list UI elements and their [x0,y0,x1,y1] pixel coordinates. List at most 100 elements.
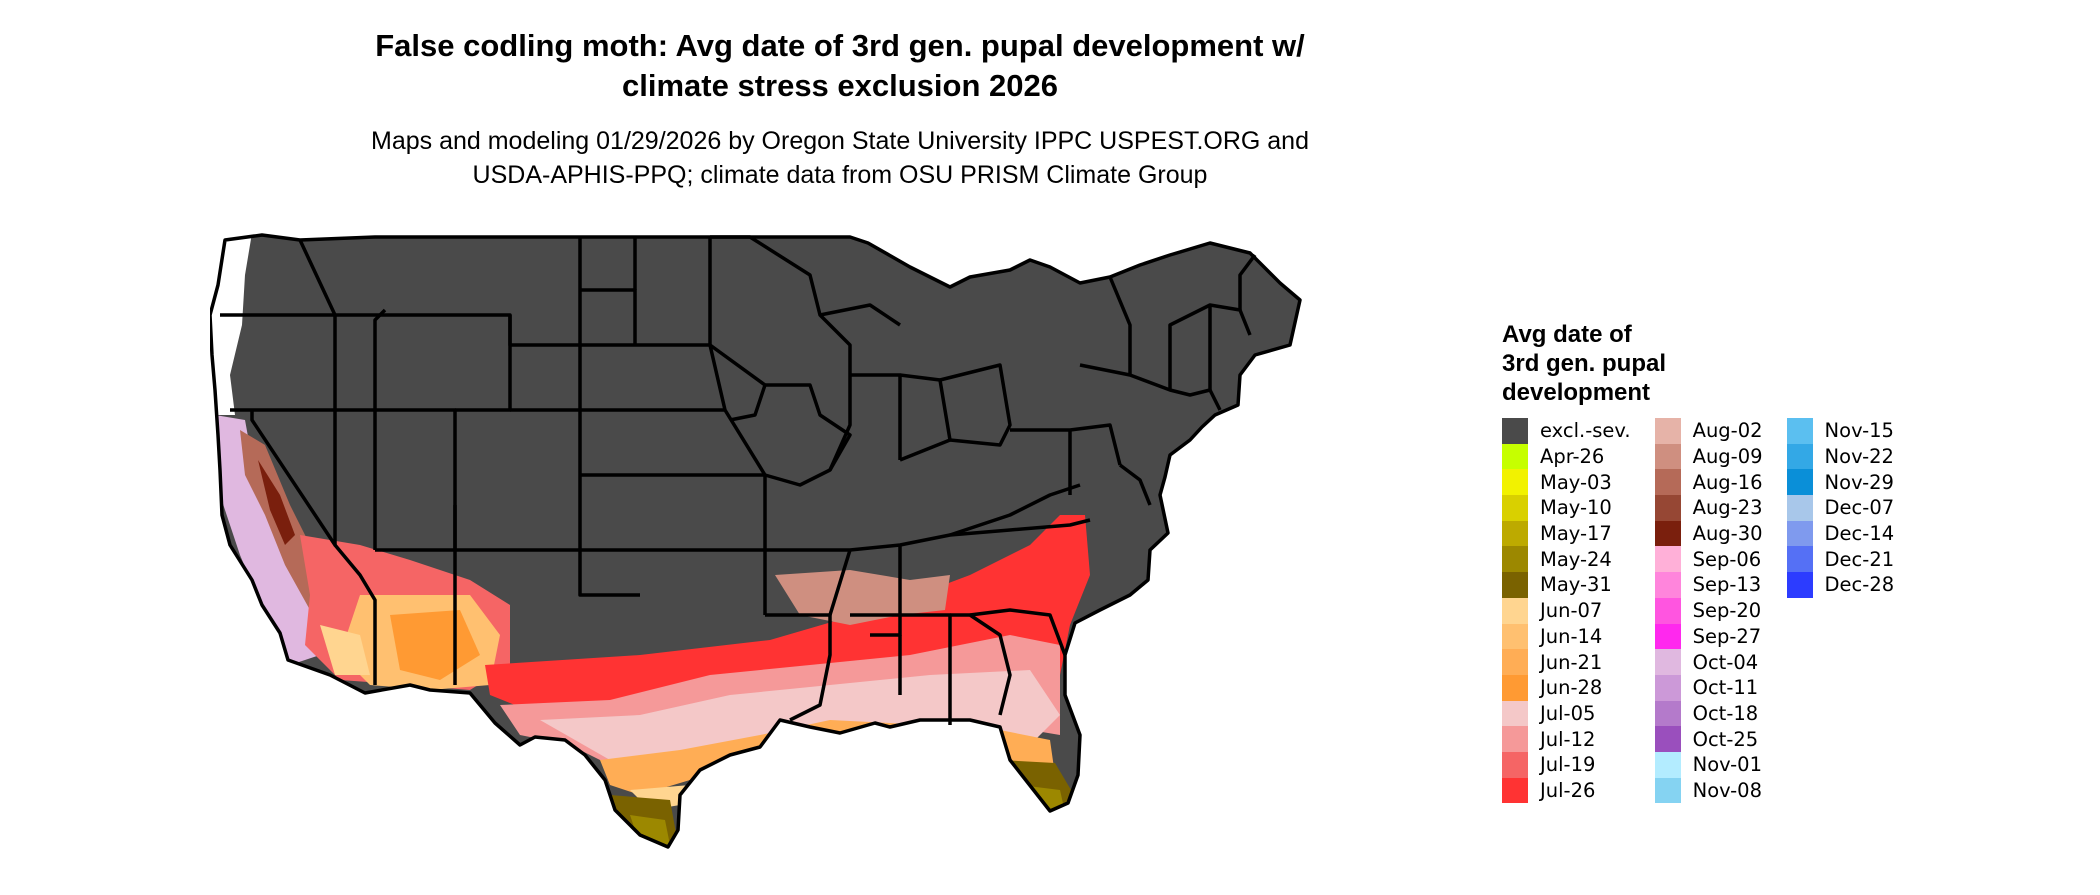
legend-label: Dec-07 [1824,496,1895,520]
legend-swatch [1654,597,1681,624]
legend-label: Nov-15 [1824,419,1894,443]
legend-swatch [1502,443,1528,470]
legend-swatch [1786,546,1813,573]
legend-label: Oct-18 [1692,701,1759,725]
legend-label: Aug-09 [1692,445,1763,469]
legend-label: Dec-28 [1824,573,1895,597]
legend-swatch [1786,443,1813,470]
legend-label: Aug-30 [1692,522,1763,546]
legend-item: May-24 [1502,546,1631,573]
legend-swatch [1502,597,1528,624]
legend-item: Jul-12 [1502,726,1631,752]
legend-item: Sep-06 [1654,546,1763,573]
legend-label: Jul-05 [1540,701,1596,725]
legend-label: Oct-11 [1692,676,1759,700]
legend-column: Aug-02 Aug-09 Aug-16 Aug-23 Aug-30 Sep-06 Sep-… [1654,418,1763,804]
legend-item: Aug-16 [1654,469,1763,496]
legend-column: excl.-sev. Apr-26 May-03 May-10 May-17 May-24… [1502,418,1631,804]
legend-label: Apr-26 [1540,445,1605,469]
legend-label: Aug-02 [1692,419,1763,443]
legend-swatch [1654,649,1681,675]
legend-label: Dec-14 [1824,522,1895,546]
legend-swatch [1786,572,1813,598]
legend-item: May-03 [1502,469,1631,496]
legend-item: Oct-25 [1654,726,1763,752]
legend-swatch [1786,495,1813,521]
legend-swatch [1654,443,1681,470]
legend-swatch [1502,751,1528,778]
legend-item: excl.-sev. [1502,418,1631,444]
legend-label: May-17 [1540,522,1612,546]
legend-swatch [1654,751,1681,778]
legend-columns: excl.-sev. Apr-26 May-03 May-10 May-17 May-24… [1502,418,1918,804]
legend-title-line-2: 3rd gen. pupal [1502,350,1667,377]
legend-item: Dec-14 [1786,520,1895,547]
title-line-1: False codling moth: Avg date of 3rd gen.… [375,28,1305,63]
map-title: False codling moth: Avg date of 3rd gen.… [240,26,1440,106]
legend-item: Dec-28 [1786,572,1895,598]
legend-item: May-17 [1502,520,1631,547]
legend-swatch [1502,418,1528,444]
legend-swatch [1502,700,1528,727]
legend-swatch [1786,418,1813,444]
legend-label: May-03 [1540,470,1612,494]
legend-label: May-10 [1540,496,1612,520]
legend-item: Nov-29 [1786,469,1895,496]
legend-item: Sep-13 [1654,572,1763,598]
legend-label: Nov-22 [1824,445,1894,469]
legend-item: Aug-09 [1654,443,1763,470]
legend-swatch [1654,469,1681,496]
legend-swatch [1654,700,1681,727]
legend-swatch [1502,572,1528,598]
legend-item: Jul-19 [1502,751,1631,778]
legend-label: excl.-sev. [1540,419,1631,443]
legend-swatch [1654,546,1681,573]
legend-item: Jun-14 [1502,623,1631,650]
legend-label: Aug-23 [1692,496,1763,520]
legend-item: Oct-04 [1654,649,1763,675]
legend-item: Sep-20 [1654,597,1763,624]
legend-label: Nov-29 [1824,470,1894,494]
legend-swatch [1502,777,1528,804]
legend-swatch [1654,726,1681,752]
legend-swatch [1502,649,1528,675]
legend-label: Oct-25 [1692,727,1759,751]
legend-label: Sep-13 [1692,573,1762,597]
legend-item: Aug-30 [1654,520,1763,547]
legend-label: Sep-20 [1692,599,1762,623]
legend-item: Nov-01 [1654,751,1763,778]
map-subtitle: Maps and modeling 01/29/2026 by Oregon S… [240,124,1440,192]
legend-swatch [1786,520,1813,547]
us-map [210,233,1302,849]
legend-item: Jul-05 [1502,700,1631,727]
subtitle-line-2: USDA-APHIS-PPQ; climate data from OSU PR… [472,161,1208,189]
legend-item: Aug-02 [1654,418,1763,444]
legend-item: Dec-21 [1786,546,1895,573]
legend-swatch [1654,623,1681,650]
legend-item: Sep-27 [1654,623,1763,650]
legend-label: Dec-21 [1824,547,1895,571]
legend-item: May-31 [1502,572,1631,598]
legend-label: Oct-04 [1692,650,1759,674]
legend-swatch [1654,495,1681,521]
title-line-2: climate stress exclusion 2026 [622,68,1058,103]
legend-item: Dec-07 [1786,495,1895,521]
legend-item: Jun-28 [1502,674,1631,701]
subtitle-line-1: Maps and modeling 01/29/2026 by Oregon S… [371,127,1309,155]
map-legend: Avg date of 3rd gen. pupal development e… [1502,320,1918,804]
legend-item: Aug-23 [1654,495,1763,521]
legend-swatch [1502,674,1528,701]
legend-swatch [1654,674,1681,701]
legend-label: Sep-27 [1692,624,1762,648]
legend-label: May-31 [1540,573,1612,597]
legend-title: Avg date of 3rd gen. pupal development [1502,320,1918,407]
legend-swatch [1502,520,1528,547]
legend-swatch [1654,572,1681,598]
legend-item: Jul-26 [1502,777,1631,804]
legend-item: Apr-26 [1502,443,1631,470]
legend-item: Jun-21 [1502,649,1631,675]
legend-item: Nov-08 [1654,777,1763,804]
legend-column: Nov-15 Nov-22 Nov-29 Dec-07 Dec-14 Dec-21 Dec-… [1786,418,1895,803]
legend-label: Jul-19 [1540,753,1596,777]
legend-swatch [1786,469,1813,496]
